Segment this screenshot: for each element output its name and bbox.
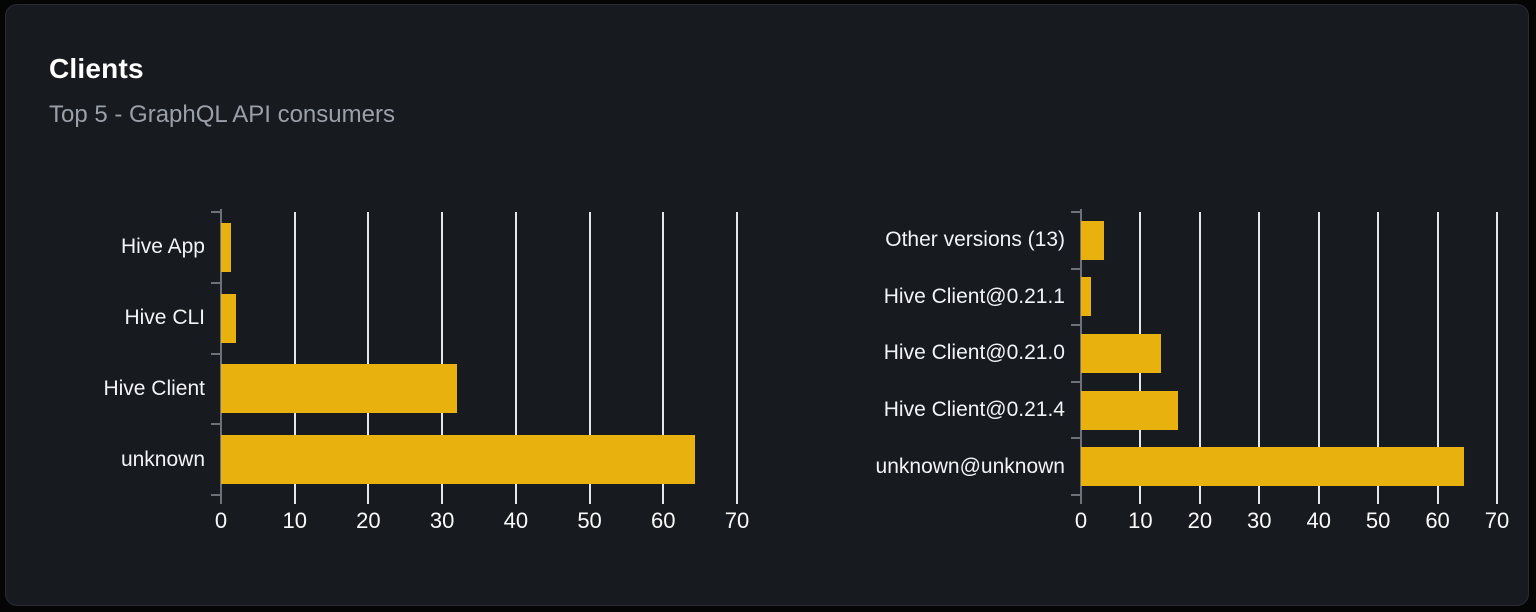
y-axis-tick	[1071, 494, 1080, 496]
category-label: Hive Client@0.21.0	[883, 341, 1065, 365]
y-axis-tick	[211, 494, 220, 496]
grid-line	[1258, 212, 1261, 504]
x-tick-label: 70	[1484, 508, 1510, 533]
category-label: Hive App	[120, 235, 205, 259]
bar[interactable]	[1081, 220, 1104, 260]
category-labels: Hive App Hive CLI Hive Client unknown	[86, 212, 221, 495]
bar-row	[221, 212, 737, 283]
y-axis-tick	[1071, 380, 1080, 383]
x-tick-label: 0	[1074, 508, 1088, 533]
x-tick-label: 20	[356, 508, 381, 533]
y-axis-line	[220, 209, 222, 504]
bar-row	[221, 354, 737, 425]
y-axis-tick	[1071, 437, 1080, 440]
client-versions-bar-chart: Other versions (13) Hive Client@0.21.1 Hiv…	[842, 209, 1509, 533]
x-tick-label: 30	[429, 508, 455, 533]
card-subtitle: Top 5 - GraphQL API consumers	[49, 101, 395, 128]
bar[interactable]	[221, 435, 695, 485]
x-tick-label: 0	[214, 508, 228, 533]
x-tick-label: 20	[1187, 508, 1213, 533]
category-labels: Other versions (13) Hive Client@0.21.1 Hiv…	[842, 212, 1081, 495]
x-tick-label: 10	[1128, 508, 1153, 533]
grid-line	[1436, 212, 1439, 504]
grid-line	[367, 212, 370, 504]
clients-card: Clients Top 5 - GraphQL API consumers Hi…	[5, 4, 1529, 606]
category-label: Hive Client@0.21.1	[883, 284, 1065, 308]
bar-rows	[221, 212, 737, 495]
category-label: Hive Client@0.21.4	[883, 398, 1065, 422]
x-tick-label: 70	[724, 508, 750, 533]
plot-area: 0 10 20 30 40 50 60 70	[211, 209, 749, 533]
y-axis-tick	[1071, 267, 1080, 270]
category-label: unknown@unknown	[875, 454, 1065, 478]
bar-row	[1081, 212, 1497, 269]
category-label: Hive Client	[103, 376, 205, 400]
grid-line	[736, 212, 738, 504]
bar-row	[1081, 325, 1497, 382]
x-tick-label: 50	[1365, 508, 1391, 533]
bar[interactable]	[1081, 333, 1162, 373]
grid-line	[441, 212, 444, 504]
bar[interactable]	[221, 293, 236, 343]
clients-bar-chart: Hive App Hive CLI Hive Client unknown 0 10 20 3…	[86, 209, 749, 533]
bar[interactable]	[221, 222, 232, 272]
grid-line	[514, 212, 517, 504]
x-tick-label: 60	[651, 508, 676, 533]
y-axis-tick	[211, 352, 220, 355]
x-tick-label: 40	[1306, 508, 1331, 533]
category-label: Hive CLI	[124, 306, 205, 330]
y-axis-tick	[211, 211, 220, 213]
y-axis-tick	[1071, 324, 1080, 327]
grid-line	[662, 212, 665, 504]
x-tick-label: 50	[577, 508, 602, 533]
grid-line	[1317, 212, 1320, 504]
bar[interactable]	[1081, 277, 1091, 317]
grid-line	[1496, 212, 1498, 504]
y-axis-tick	[211, 281, 220, 284]
bar-row	[221, 283, 737, 354]
x-tick-label: 40	[503, 508, 529, 533]
bar-row	[1081, 382, 1497, 439]
card-title: Clients	[49, 53, 144, 84]
grid-line	[1198, 212, 1201, 504]
bar-row	[1081, 438, 1497, 495]
y-axis-tick	[211, 423, 220, 426]
grid-line	[1377, 212, 1380, 504]
category-label: unknown	[120, 447, 205, 471]
bar[interactable]	[1081, 447, 1464, 487]
y-axis-tick	[1071, 211, 1080, 213]
x-tick-label: 10	[282, 508, 307, 533]
bar[interactable]	[221, 364, 457, 414]
plot-area: 0 10 20 30 40 50 60 70	[1071, 209, 1509, 533]
grid-line	[293, 212, 296, 504]
bar-rows	[1081, 212, 1497, 495]
x-tick-label: 30	[1247, 508, 1272, 533]
bar-row	[1081, 269, 1497, 326]
bar-row	[221, 424, 737, 495]
category-label: Other versions (13)	[885, 228, 1065, 252]
bar[interactable]	[1081, 390, 1179, 430]
grid-line	[588, 212, 591, 504]
x-tick-label: 60	[1425, 508, 1450, 533]
